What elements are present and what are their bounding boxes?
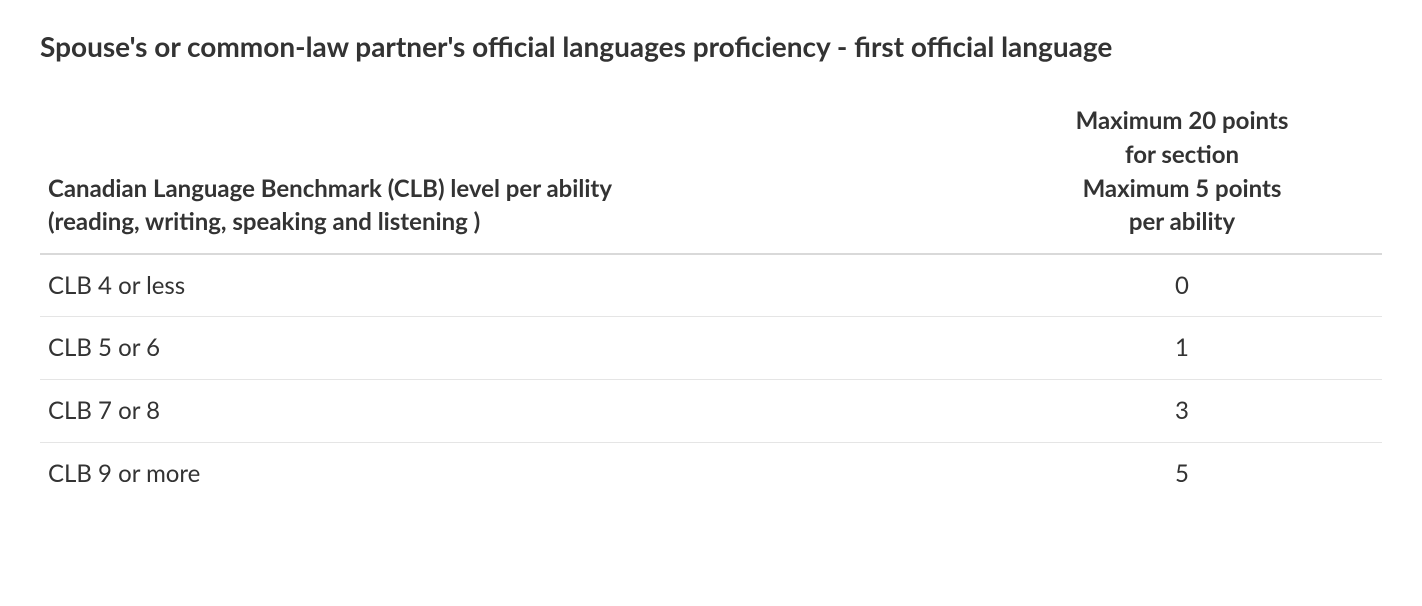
column-header-points-line3: Maximum 5 points xyxy=(990,172,1374,206)
column-header-points-line1: Maximum 20 points xyxy=(990,104,1374,138)
table-header-row: Canadian Language Benchmark (CLB) level … xyxy=(40,94,1382,253)
cell-level: CLB 9 or more xyxy=(40,442,982,504)
table-row: CLB 4 or less 0 xyxy=(40,254,1382,317)
table-row: CLB 7 or 8 3 xyxy=(40,379,1382,442)
table-row: CLB 5 or 6 1 xyxy=(40,317,1382,380)
cell-level: CLB 5 or 6 xyxy=(40,317,982,380)
cell-level: CLB 7 or 8 xyxy=(40,379,982,442)
column-header-level-line2: (reading, writing, speaking and listenin… xyxy=(48,205,974,239)
cell-level: CLB 4 or less xyxy=(40,254,982,317)
cell-points: 3 xyxy=(982,379,1382,442)
column-header-level: Canadian Language Benchmark (CLB) level … xyxy=(40,94,982,253)
page-title: Spouse's or common-law partner's officia… xyxy=(40,28,1382,64)
column-header-points-line2: for section xyxy=(990,138,1374,172)
cell-points: 1 xyxy=(982,317,1382,380)
column-header-level-line1: Canadian Language Benchmark (CLB) level … xyxy=(48,172,974,206)
column-header-points-line4: per ability xyxy=(990,205,1374,239)
column-header-points: Maximum 20 points for section Maximum 5 … xyxy=(982,94,1382,253)
table-row: CLB 9 or more 5 xyxy=(40,442,1382,504)
cell-points: 5 xyxy=(982,442,1382,504)
clb-points-table: Canadian Language Benchmark (CLB) level … xyxy=(40,94,1382,504)
cell-points: 0 xyxy=(982,254,1382,317)
